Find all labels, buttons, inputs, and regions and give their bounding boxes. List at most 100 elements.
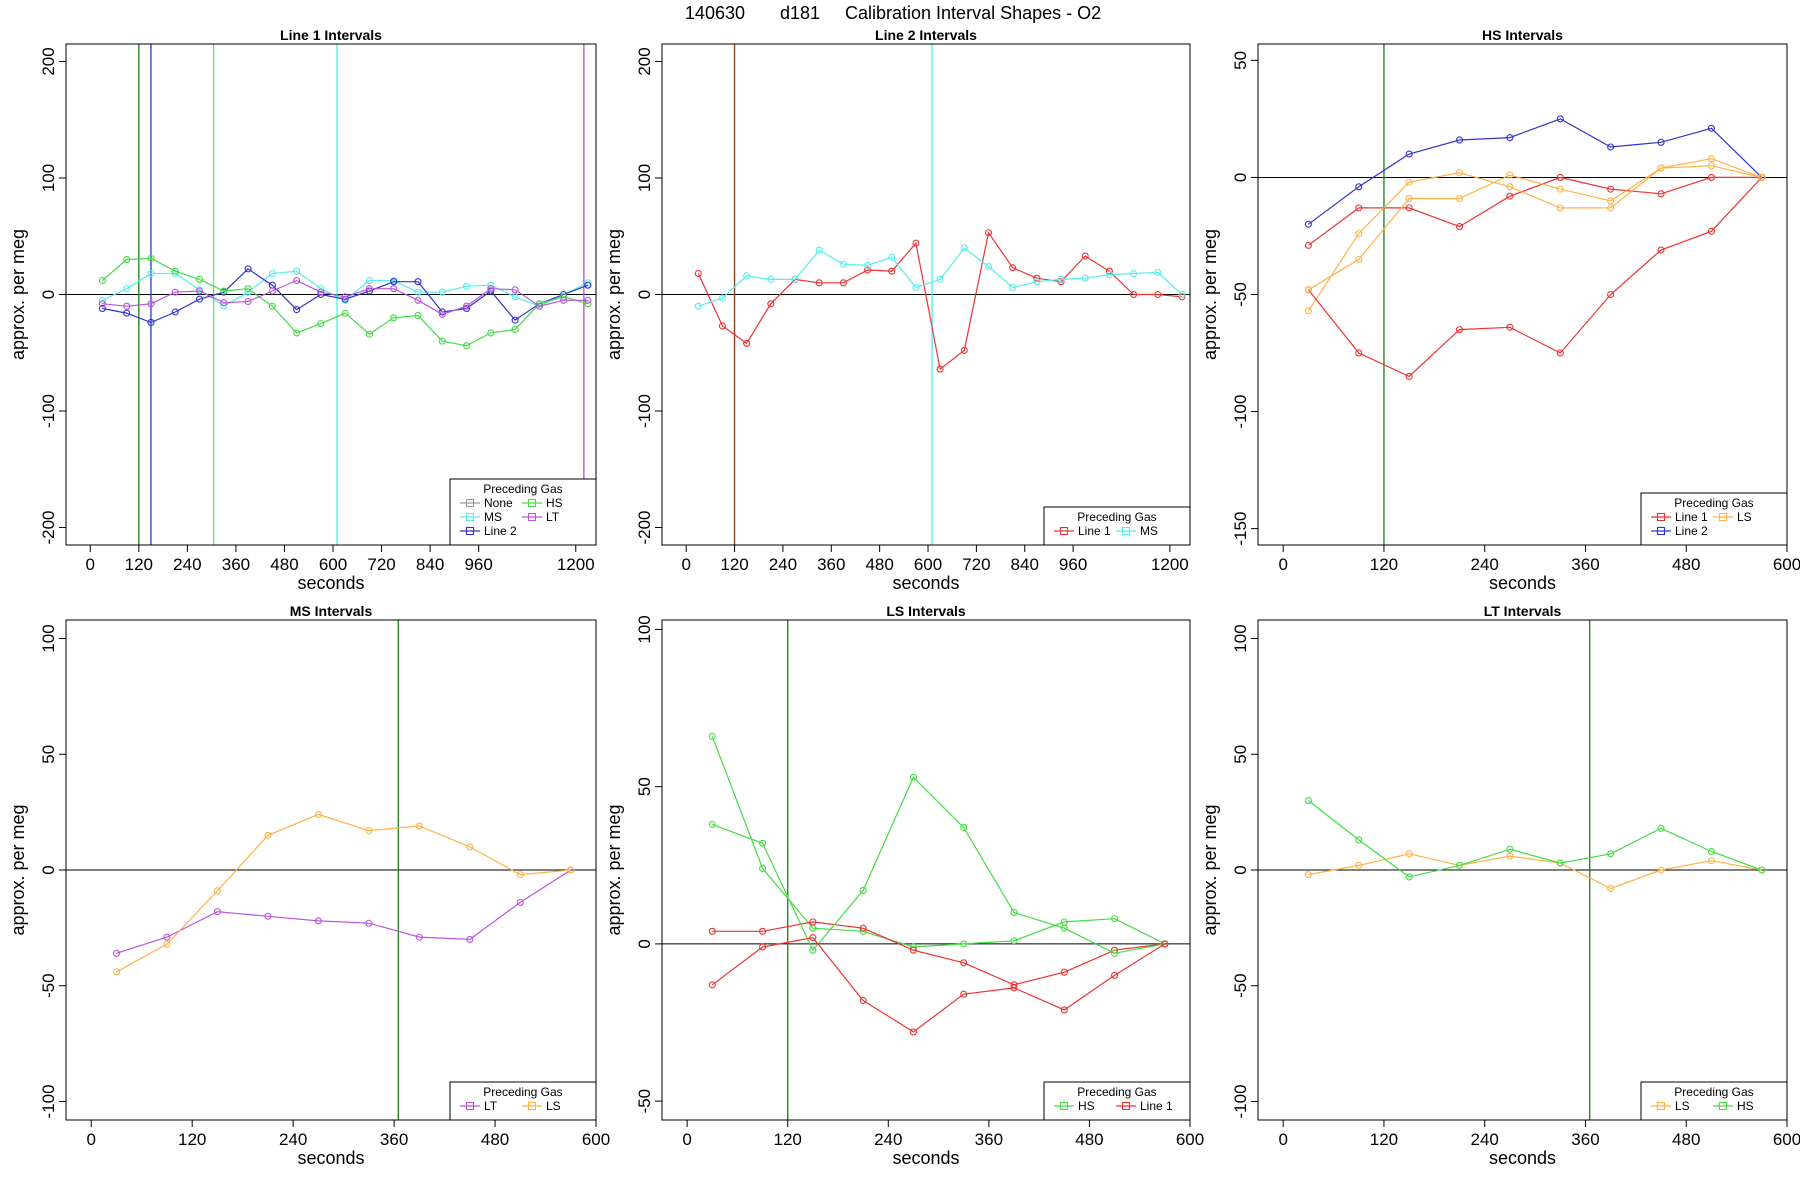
x-tick-label: 480 bbox=[481, 1130, 509, 1149]
data-point bbox=[809, 918, 817, 926]
y-tick-label: -100 bbox=[1231, 395, 1250, 429]
data-point bbox=[1707, 857, 1715, 865]
data-point bbox=[1081, 274, 1089, 282]
legend-title: Preceding Gas bbox=[1674, 496, 1753, 510]
data-point bbox=[293, 306, 301, 314]
data-point bbox=[1010, 984, 1018, 992]
y-tick-label: -50 bbox=[39, 973, 58, 998]
data-point bbox=[1130, 290, 1138, 299]
legend-label: LS bbox=[1675, 1099, 1690, 1113]
data-point bbox=[859, 996, 867, 1005]
y-tick-label: -150 bbox=[1231, 512, 1250, 546]
x-tick-label: 120 bbox=[1370, 555, 1398, 574]
data-point bbox=[1304, 286, 1312, 294]
data-point bbox=[1405, 850, 1413, 858]
legend-label: HS bbox=[1737, 1099, 1754, 1113]
legend-swatch-marker bbox=[527, 1101, 537, 1111]
data-point bbox=[462, 342, 471, 350]
y-tick-label: 0 bbox=[1231, 865, 1250, 874]
data-point bbox=[511, 316, 519, 324]
chart-panel-4: MS Intervals 0 120 240 360 480 600 seconds -100 -… bbox=[8, 603, 610, 1168]
data-point bbox=[1707, 162, 1715, 170]
x-tick-label: 360 bbox=[1571, 555, 1599, 574]
legend-label: MS bbox=[1140, 524, 1158, 538]
data-point bbox=[123, 255, 131, 264]
data-point bbox=[584, 300, 592, 308]
data-point bbox=[414, 278, 422, 286]
x-tick-label: 360 bbox=[380, 1130, 408, 1149]
data-point bbox=[535, 302, 543, 310]
data-point bbox=[718, 322, 727, 330]
data-point bbox=[314, 917, 322, 925]
legend-swatch-marker bbox=[1656, 526, 1666, 536]
x-axis-title: seconds bbox=[1489, 1148, 1556, 1168]
y-tick-label: 200 bbox=[39, 47, 58, 75]
y-tick-label: 0 bbox=[635, 939, 654, 948]
y-tick-label: -200 bbox=[39, 511, 58, 545]
series-line bbox=[698, 247, 1183, 307]
series-line bbox=[1308, 165, 1762, 291]
data-point bbox=[516, 871, 524, 879]
data-point bbox=[909, 773, 917, 781]
series-line bbox=[697, 231, 1182, 371]
data-point bbox=[268, 302, 276, 310]
data-point bbox=[864, 261, 872, 269]
data-point bbox=[390, 314, 398, 322]
chart-panel-5: LS Intervals 0 120 240 360 480 600 seconds -50 0 5… bbox=[604, 603, 1204, 1168]
y-tick-label: 50 bbox=[1231, 745, 1250, 764]
data-point bbox=[438, 288, 446, 296]
legend-label: Line 2 bbox=[484, 524, 517, 538]
legend-title: Preceding Gas bbox=[483, 1085, 562, 1099]
data-point bbox=[293, 329, 301, 337]
x-tick-label: 600 bbox=[582, 1130, 610, 1149]
data-point bbox=[1455, 223, 1464, 231]
data-point bbox=[1455, 861, 1464, 869]
data-point bbox=[1556, 115, 1564, 123]
data-point bbox=[1009, 264, 1017, 272]
data-point bbox=[123, 309, 131, 317]
x-tick-label: 240 bbox=[769, 555, 797, 574]
y-tick-label: -50 bbox=[1231, 973, 1250, 998]
series-line bbox=[1308, 853, 1762, 890]
data-point bbox=[414, 288, 422, 296]
legend-label: LT bbox=[484, 1099, 498, 1113]
y-tick-label: 100 bbox=[39, 624, 58, 652]
data-point bbox=[1506, 852, 1514, 860]
y-axis-title: approx. per meg bbox=[604, 229, 624, 360]
y-tick-label: -100 bbox=[39, 1084, 58, 1118]
legend-title: Preceding Gas bbox=[1674, 1085, 1753, 1099]
data-point bbox=[414, 311, 422, 320]
plot-frame bbox=[1257, 43, 1788, 546]
x-tick-label: 0 bbox=[682, 1130, 691, 1149]
data-point bbox=[171, 269, 179, 278]
legend-swatch-marker bbox=[1718, 1101, 1728, 1111]
data-point bbox=[1455, 136, 1464, 144]
x-tick-label: 960 bbox=[1059, 555, 1087, 574]
x-tick-label: 720 bbox=[962, 555, 990, 574]
legend-title: Preceding Gas bbox=[483, 482, 562, 496]
data-point bbox=[317, 290, 325, 299]
x-tick-label: 0 bbox=[87, 1130, 96, 1149]
plot-frame bbox=[661, 619, 1191, 1121]
x-tick-label: 240 bbox=[1471, 555, 1499, 574]
data-point bbox=[1355, 861, 1363, 869]
series-line bbox=[711, 736, 1166, 948]
data-point bbox=[1154, 290, 1162, 299]
data-point bbox=[264, 831, 272, 839]
data-point bbox=[1130, 269, 1138, 278]
data-point bbox=[244, 265, 252, 273]
legend-swatch-marker bbox=[527, 498, 537, 508]
data-point bbox=[1758, 173, 1766, 181]
data-point bbox=[511, 293, 519, 301]
series-line bbox=[1307, 158, 1763, 312]
data-point bbox=[171, 267, 179, 275]
y-tick-label: 100 bbox=[635, 164, 654, 192]
y-tick-label: 0 bbox=[39, 290, 58, 299]
data-point bbox=[415, 933, 423, 941]
x-tick-label: 0 bbox=[86, 555, 95, 574]
data-point bbox=[1405, 204, 1413, 212]
figure-title-id: 140630 bbox=[685, 3, 745, 23]
legend-label: Line 1 bbox=[1675, 510, 1708, 524]
